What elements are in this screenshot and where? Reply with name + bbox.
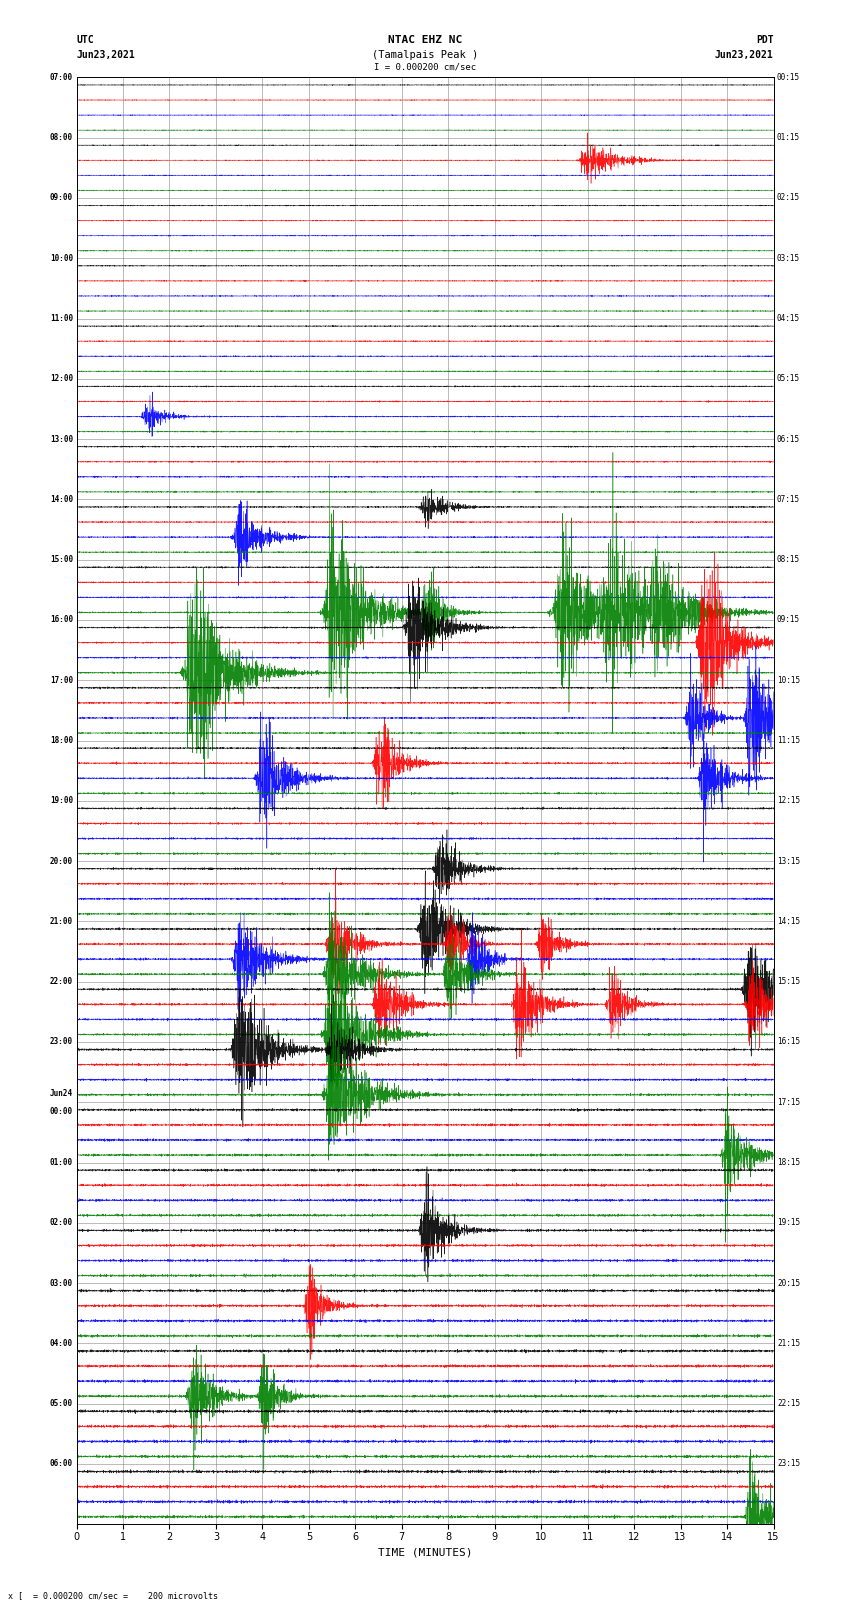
Text: 14:15: 14:15 [777,916,800,926]
Text: 10:15: 10:15 [777,676,800,686]
Text: x [  = 0.000200 cm/sec =    200 microvolts: x [ = 0.000200 cm/sec = 200 microvolts [8,1590,218,1600]
Text: 23:00: 23:00 [50,1037,73,1047]
Text: NTAC EHZ NC: NTAC EHZ NC [388,35,462,45]
Text: 20:15: 20:15 [777,1279,800,1287]
Text: 03:00: 03:00 [50,1279,73,1287]
Text: 08:00: 08:00 [50,134,73,142]
Text: 22:15: 22:15 [777,1398,800,1408]
Text: 09:15: 09:15 [777,616,800,624]
Text: 01:00: 01:00 [50,1158,73,1168]
Text: 13:00: 13:00 [50,434,73,444]
Text: 07:00: 07:00 [50,73,73,82]
Text: 08:15: 08:15 [777,555,800,565]
Text: 06:15: 06:15 [777,434,800,444]
Text: 16:15: 16:15 [777,1037,800,1047]
Text: 15:15: 15:15 [777,977,800,986]
Text: 04:00: 04:00 [50,1339,73,1348]
Text: 05:15: 05:15 [777,374,800,384]
Text: Jun23,2021: Jun23,2021 [76,50,135,60]
Text: 11:15: 11:15 [777,736,800,745]
Text: UTC: UTC [76,35,94,45]
Text: 15:00: 15:00 [50,555,73,565]
Text: (Tamalpais Peak ): (Tamalpais Peak ) [371,50,478,60]
Text: 11:00: 11:00 [50,315,73,323]
Text: 14:00: 14:00 [50,495,73,503]
Text: 09:00: 09:00 [50,194,73,203]
Text: Jun24: Jun24 [50,1089,73,1098]
Text: 12:00: 12:00 [50,374,73,384]
X-axis label: TIME (MINUTES): TIME (MINUTES) [377,1547,473,1558]
Text: 02:00: 02:00 [50,1218,73,1227]
Text: 01:15: 01:15 [777,134,800,142]
Text: 13:15: 13:15 [777,857,800,866]
Text: 17:00: 17:00 [50,676,73,686]
Text: 00:15: 00:15 [777,73,800,82]
Text: 06:00: 06:00 [50,1460,73,1468]
Text: 19:00: 19:00 [50,797,73,805]
Text: 18:00: 18:00 [50,736,73,745]
Text: 21:15: 21:15 [777,1339,800,1348]
Text: 12:15: 12:15 [777,797,800,805]
Text: 05:00: 05:00 [50,1398,73,1408]
Text: 07:15: 07:15 [777,495,800,503]
Text: 23:15: 23:15 [777,1460,800,1468]
Text: 20:00: 20:00 [50,857,73,866]
Text: 10:00: 10:00 [50,253,73,263]
Text: 04:15: 04:15 [777,315,800,323]
Text: 18:15: 18:15 [777,1158,800,1168]
Text: PDT: PDT [756,35,774,45]
Text: Jun23,2021: Jun23,2021 [715,50,774,60]
Text: 03:15: 03:15 [777,253,800,263]
Text: 02:15: 02:15 [777,194,800,203]
Text: 16:00: 16:00 [50,616,73,624]
Text: 21:00: 21:00 [50,916,73,926]
Text: 00:00: 00:00 [50,1107,73,1116]
Text: 17:15: 17:15 [777,1098,800,1107]
Text: I = 0.000200 cm/sec: I = 0.000200 cm/sec [374,63,476,73]
Text: 22:00: 22:00 [50,977,73,986]
Text: 19:15: 19:15 [777,1218,800,1227]
